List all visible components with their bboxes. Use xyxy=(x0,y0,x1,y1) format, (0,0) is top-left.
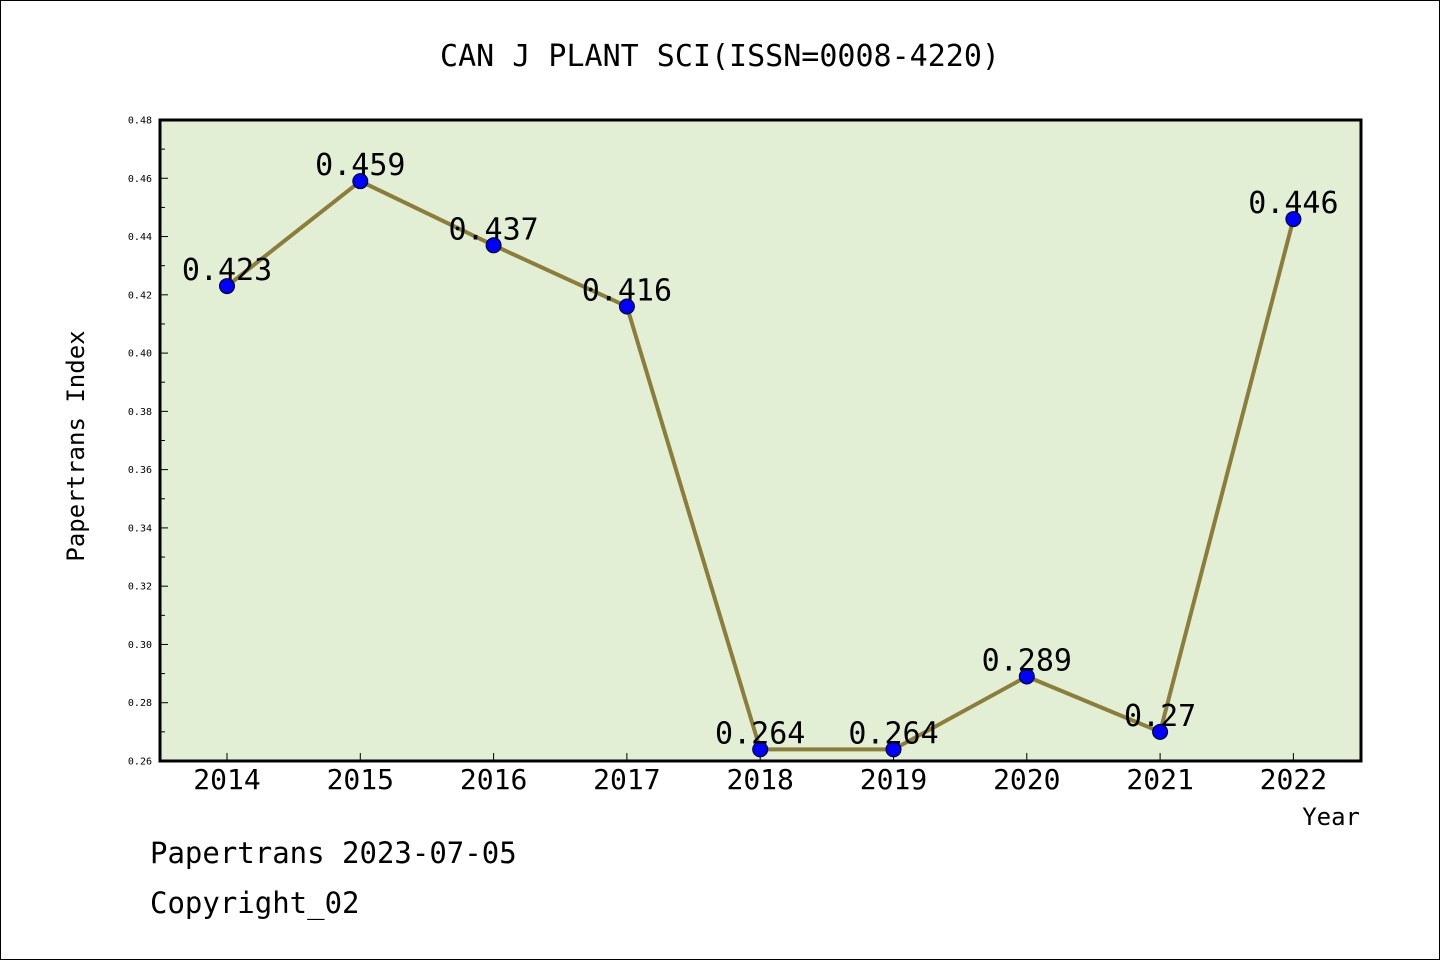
x-tick-label: 2022 xyxy=(1260,763,1327,796)
data-point xyxy=(485,237,502,254)
data-labels: 0.423 0.459 0.437 0.416 0.264 0.264 0.289 0.27 0… xyxy=(182,148,1339,751)
data-point xyxy=(219,278,235,295)
data-point xyxy=(885,741,902,758)
x-tick-label: 2021 xyxy=(1126,763,1193,796)
x-axis-label: Year xyxy=(1302,803,1360,831)
x-tick-label: 2014 xyxy=(193,763,260,796)
data-label: 0.437 xyxy=(448,212,538,247)
y-tick-label: 0.30 xyxy=(128,640,152,651)
data-point xyxy=(618,298,635,315)
x-axis: 2014 2015 2016 2017 2018 2019 2020 2021 2022 xyxy=(193,753,1327,796)
x-tick-label: 2020 xyxy=(993,763,1060,796)
y-tick-label: 0.46 xyxy=(128,174,152,185)
x-tick-label: 2018 xyxy=(726,763,793,796)
y-tick-label: 0.34 xyxy=(128,523,152,534)
data-label: 0.289 xyxy=(982,644,1072,679)
y-tick-label: 0.26 xyxy=(128,757,152,768)
y-tick-label: 0.28 xyxy=(128,698,152,709)
y-tick-label: 0.40 xyxy=(128,349,152,360)
data-point xyxy=(1285,211,1302,228)
data-label: 0.446 xyxy=(1248,186,1338,221)
data-point xyxy=(1152,723,1169,740)
y-tick-label: 0.48 xyxy=(128,116,152,127)
y-axis-label: Papertrans Index xyxy=(62,330,90,561)
data-point xyxy=(352,173,369,190)
footer-copyright: Copyright_02 xyxy=(150,886,360,920)
data-label: 0.27 xyxy=(1124,699,1196,734)
data-label: 0.459 xyxy=(315,148,405,183)
x-tick-label: 2016 xyxy=(460,763,527,796)
y-axis: 0.26 0.28 0.30 0.32 0.34 0.36 0.38 0.40 0.42 0.44… xyxy=(128,116,168,768)
x-tick-label: 2017 xyxy=(593,763,660,796)
footer-date: Papertrans 2023-07-05 xyxy=(150,836,517,870)
x-tick-label: 2015 xyxy=(327,763,394,796)
series-line xyxy=(219,173,1302,758)
y-tick-label: 0.44 xyxy=(128,232,152,243)
y-tick-label: 0.38 xyxy=(128,407,152,418)
data-label: 0.423 xyxy=(182,253,272,288)
data-point xyxy=(752,741,769,758)
data-label: 0.264 xyxy=(848,716,938,751)
data-label: 0.264 xyxy=(715,716,805,751)
data-point xyxy=(1018,668,1035,685)
y-tick-label: 0.32 xyxy=(128,582,152,593)
chart-title: CAN J PLANT SCI(ISSN=0008-4220) xyxy=(440,39,1000,74)
data-label: 0.416 xyxy=(582,273,672,308)
x-tick-label: 2019 xyxy=(860,763,927,796)
y-tick-label: 0.36 xyxy=(128,465,152,476)
y-tick-label: 0.42 xyxy=(128,290,152,301)
plot-area xyxy=(158,118,1363,763)
